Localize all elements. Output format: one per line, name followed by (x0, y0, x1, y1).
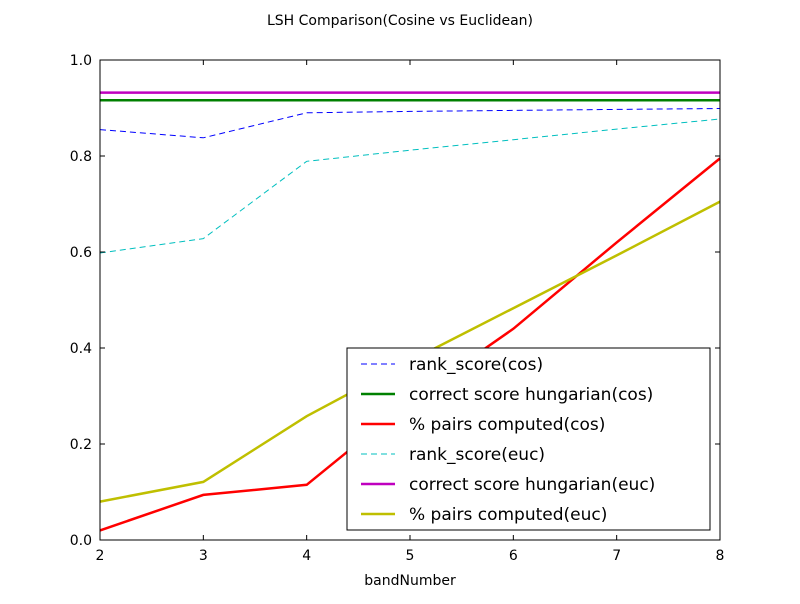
series-line-4 (99, 118, 721, 254)
legend-label-1: rank_score(cos) (409, 355, 543, 375)
legend-label-5: correct score hungarian(euc) (409, 475, 655, 495)
legend-label-4: rank_score(euc) (409, 445, 545, 465)
legend-label-2: correct score hungarian(cos) (409, 385, 653, 405)
y-tick-label: 0.4 (70, 341, 92, 357)
x-tick-label: 7 (612, 548, 621, 564)
y-tick-label: 1.0 (70, 53, 92, 69)
legend-box (346, 347, 711, 531)
x-axis-label: bandNumber (364, 573, 456, 589)
x-tick-label: 3 (199, 548, 208, 564)
legend: rank_score(cos)correct score hungarian(c… (346, 347, 711, 531)
x-tick-label: 2 (96, 548, 105, 564)
x-tick-label: 5 (406, 548, 415, 564)
legend-label-6: % pairs computed(euc) (409, 505, 607, 525)
series-line-1 (99, 108, 721, 139)
axis-ticks: 2 3 4 5 6 7 8 0.0 0.2 0.4 0.6 0.8 1.0 (70, 53, 725, 564)
x-tick-label: 4 (302, 548, 311, 564)
y-tick-label: 0.2 (70, 437, 92, 453)
chart-title: LSH Comparison(Cosine vs Euclidean) (267, 13, 533, 29)
x-tick-label: 8 (716, 548, 725, 564)
y-tick-label: 0.0 (70, 533, 92, 549)
x-tick-label: 6 (509, 548, 518, 564)
legend-label-3: % pairs computed(cos) (409, 415, 605, 435)
y-tick-label: 0.6 (70, 245, 92, 261)
y-tick-label: 0.8 (70, 149, 92, 165)
